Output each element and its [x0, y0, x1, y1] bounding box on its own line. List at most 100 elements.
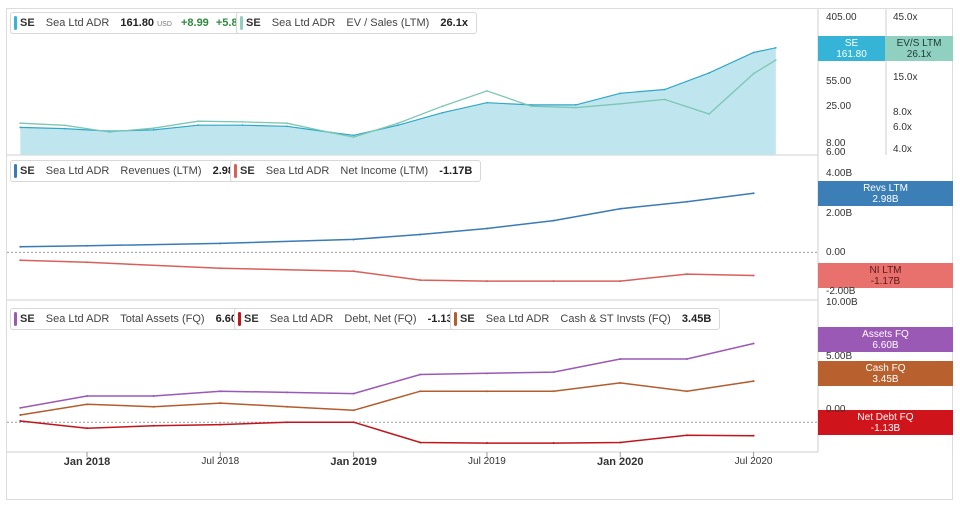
p1-left-axis-label: 25.00	[826, 101, 852, 112]
legend-metric: Revenues (LTM)	[120, 165, 202, 177]
legend-metric: Total Assets (FQ)	[120, 313, 205, 325]
legend-debt-swatch	[238, 312, 241, 326]
revenues-tag: Revs LTM 2.98B	[818, 181, 953, 206]
x-axis-label: Jan 2018	[63, 456, 111, 468]
p1-left-axis-label: 6.00	[826, 147, 846, 158]
p1-left-axis-label: 55.00	[826, 76, 852, 87]
legend-company: Sea Ltd ADR	[265, 165, 330, 177]
legend-metric: Debt, Net (FQ)	[344, 313, 417, 325]
price-tag: SE 161.80	[818, 36, 885, 61]
cash-line	[20, 380, 754, 416]
total-assets-point	[619, 358, 622, 361]
cash-point	[752, 380, 755, 383]
legend-cash-swatch	[454, 312, 457, 326]
cash-point	[285, 405, 288, 408]
p1-left-axis-label: 405.00	[826, 12, 857, 23]
ev-sales-tag: EV/S LTM 26.1x	[885, 36, 953, 61]
net-income-point	[352, 270, 355, 273]
legend-total-assets[interactable]: SE Sea Ltd ADR Total Assets (FQ) 6.60B	[10, 308, 254, 330]
ev-sales-point	[63, 124, 66, 127]
price-area	[20, 47, 776, 155]
net-income-point	[485, 280, 488, 283]
cash-point	[619, 381, 622, 384]
legend-net-income[interactable]: SE Sea Ltd ADR Net Income (LTM) -1.17B	[230, 160, 482, 182]
x-axis-label: Jul 2020	[734, 456, 773, 467]
legend-company: Sea Ltd ADR	[485, 313, 550, 325]
debt-net-point	[352, 421, 355, 424]
net-income-tag: NI LTM -1.17B	[818, 263, 953, 288]
cash-point	[485, 390, 488, 393]
debt-net-point	[19, 420, 22, 423]
x-axis-label: Jan 2019	[330, 456, 377, 468]
ev-sales-point	[352, 136, 355, 138]
ni-tag-value: -1.17B	[870, 276, 901, 287]
price-point	[152, 128, 155, 131]
revenues-point	[219, 242, 222, 245]
price-point	[441, 111, 444, 114]
cash-point	[85, 403, 88, 406]
total-assets-point	[285, 391, 288, 394]
ev-sales-point	[708, 113, 711, 115]
legend-price-swatch	[14, 16, 17, 30]
p3-axis-label: 5.00B	[826, 351, 853, 362]
legend-debt-net[interactable]: SE Sea Ltd ADR Debt, Net (FQ) -1.13B	[234, 308, 470, 330]
net-income-point	[685, 273, 688, 276]
revenues-point	[619, 207, 622, 210]
cash-point	[352, 409, 355, 412]
legend-cash-value: 3.45B	[681, 313, 712, 325]
total-assets-point	[485, 372, 488, 375]
debt-net-point	[285, 421, 288, 424]
price-point	[530, 103, 533, 106]
net-debt-tag-value: -1.13B	[870, 423, 901, 434]
legend-price-value: 161.80	[120, 17, 155, 29]
p3-axis-label: 10.00B	[826, 297, 858, 308]
p1-right-axis-label: 6.0x	[893, 122, 912, 133]
legend-company: Sea Ltd ADR	[45, 165, 110, 177]
legend-revenues[interactable]: SE Sea Ltd ADR Revenues (LTM) 2.98B	[10, 160, 251, 182]
legend-company: Sea Ltd ADR	[45, 17, 110, 29]
legend-metric: Net Income (LTM)	[340, 165, 429, 177]
ev-sales-point	[441, 105, 444, 108]
price-point	[708, 71, 711, 74]
p2-axis-label: 4.00B	[826, 168, 853, 179]
total-assets-point	[85, 394, 88, 397]
p1-right-axis-label: 15.0x	[893, 72, 918, 83]
legend-revenues-swatch	[14, 164, 17, 178]
assets-tag-label: Assets FQ	[862, 329, 909, 340]
ev-sales-point	[330, 131, 333, 134]
x-axis-label: Jan 2020	[596, 456, 644, 468]
legend-ticker: SE	[20, 313, 35, 325]
price-tag-ticker: SE	[844, 38, 859, 49]
revenues-point	[352, 238, 355, 241]
legend-metric: EV / Sales (LTM)	[346, 17, 430, 29]
legend-ev-swatch	[240, 16, 243, 30]
total-assets-point	[352, 392, 355, 395]
ev-sales-point	[397, 122, 399, 125]
revenues-point	[752, 192, 755, 195]
debt-net-line	[20, 420, 754, 444]
assets-tag: Assets FQ 6.60B	[818, 327, 953, 352]
price-tag-value: 161.80	[836, 49, 867, 60]
legend-ev-sales[interactable]: SE Sea Ltd ADR EV / Sales (LTM) 26.1x	[236, 12, 477, 34]
ev-sales-point	[19, 122, 22, 125]
price-point	[619, 92, 622, 95]
cash-point	[19, 414, 22, 417]
legend-ticker: SE	[20, 17, 35, 29]
net-debt-tag-label: Net Debt FQ	[857, 412, 914, 423]
price-point	[352, 134, 355, 137]
ev-sales-point	[286, 122, 288, 125]
p1-right-axis-label: 4.0x	[893, 144, 912, 155]
total-assets-point	[419, 373, 422, 376]
x-axis-label: Jul 2019	[468, 456, 506, 467]
ev-sales-point	[108, 131, 111, 133]
legend-price[interactable]: SE Sea Ltd ADR 161.80 USD +8.99 +5.88%	[10, 12, 259, 34]
legend-cash[interactable]: SE Sea Ltd ADR Cash & ST Invsts (FQ) 3.4…	[450, 308, 721, 330]
legend-price-unit: USD	[157, 21, 172, 28]
ev-sales-point	[663, 98, 666, 101]
price-point	[774, 46, 777, 49]
revenues-point	[685, 200, 688, 203]
price-point	[397, 124, 399, 127]
debt-net-point	[685, 434, 688, 437]
ev-sales-point	[752, 72, 755, 75]
